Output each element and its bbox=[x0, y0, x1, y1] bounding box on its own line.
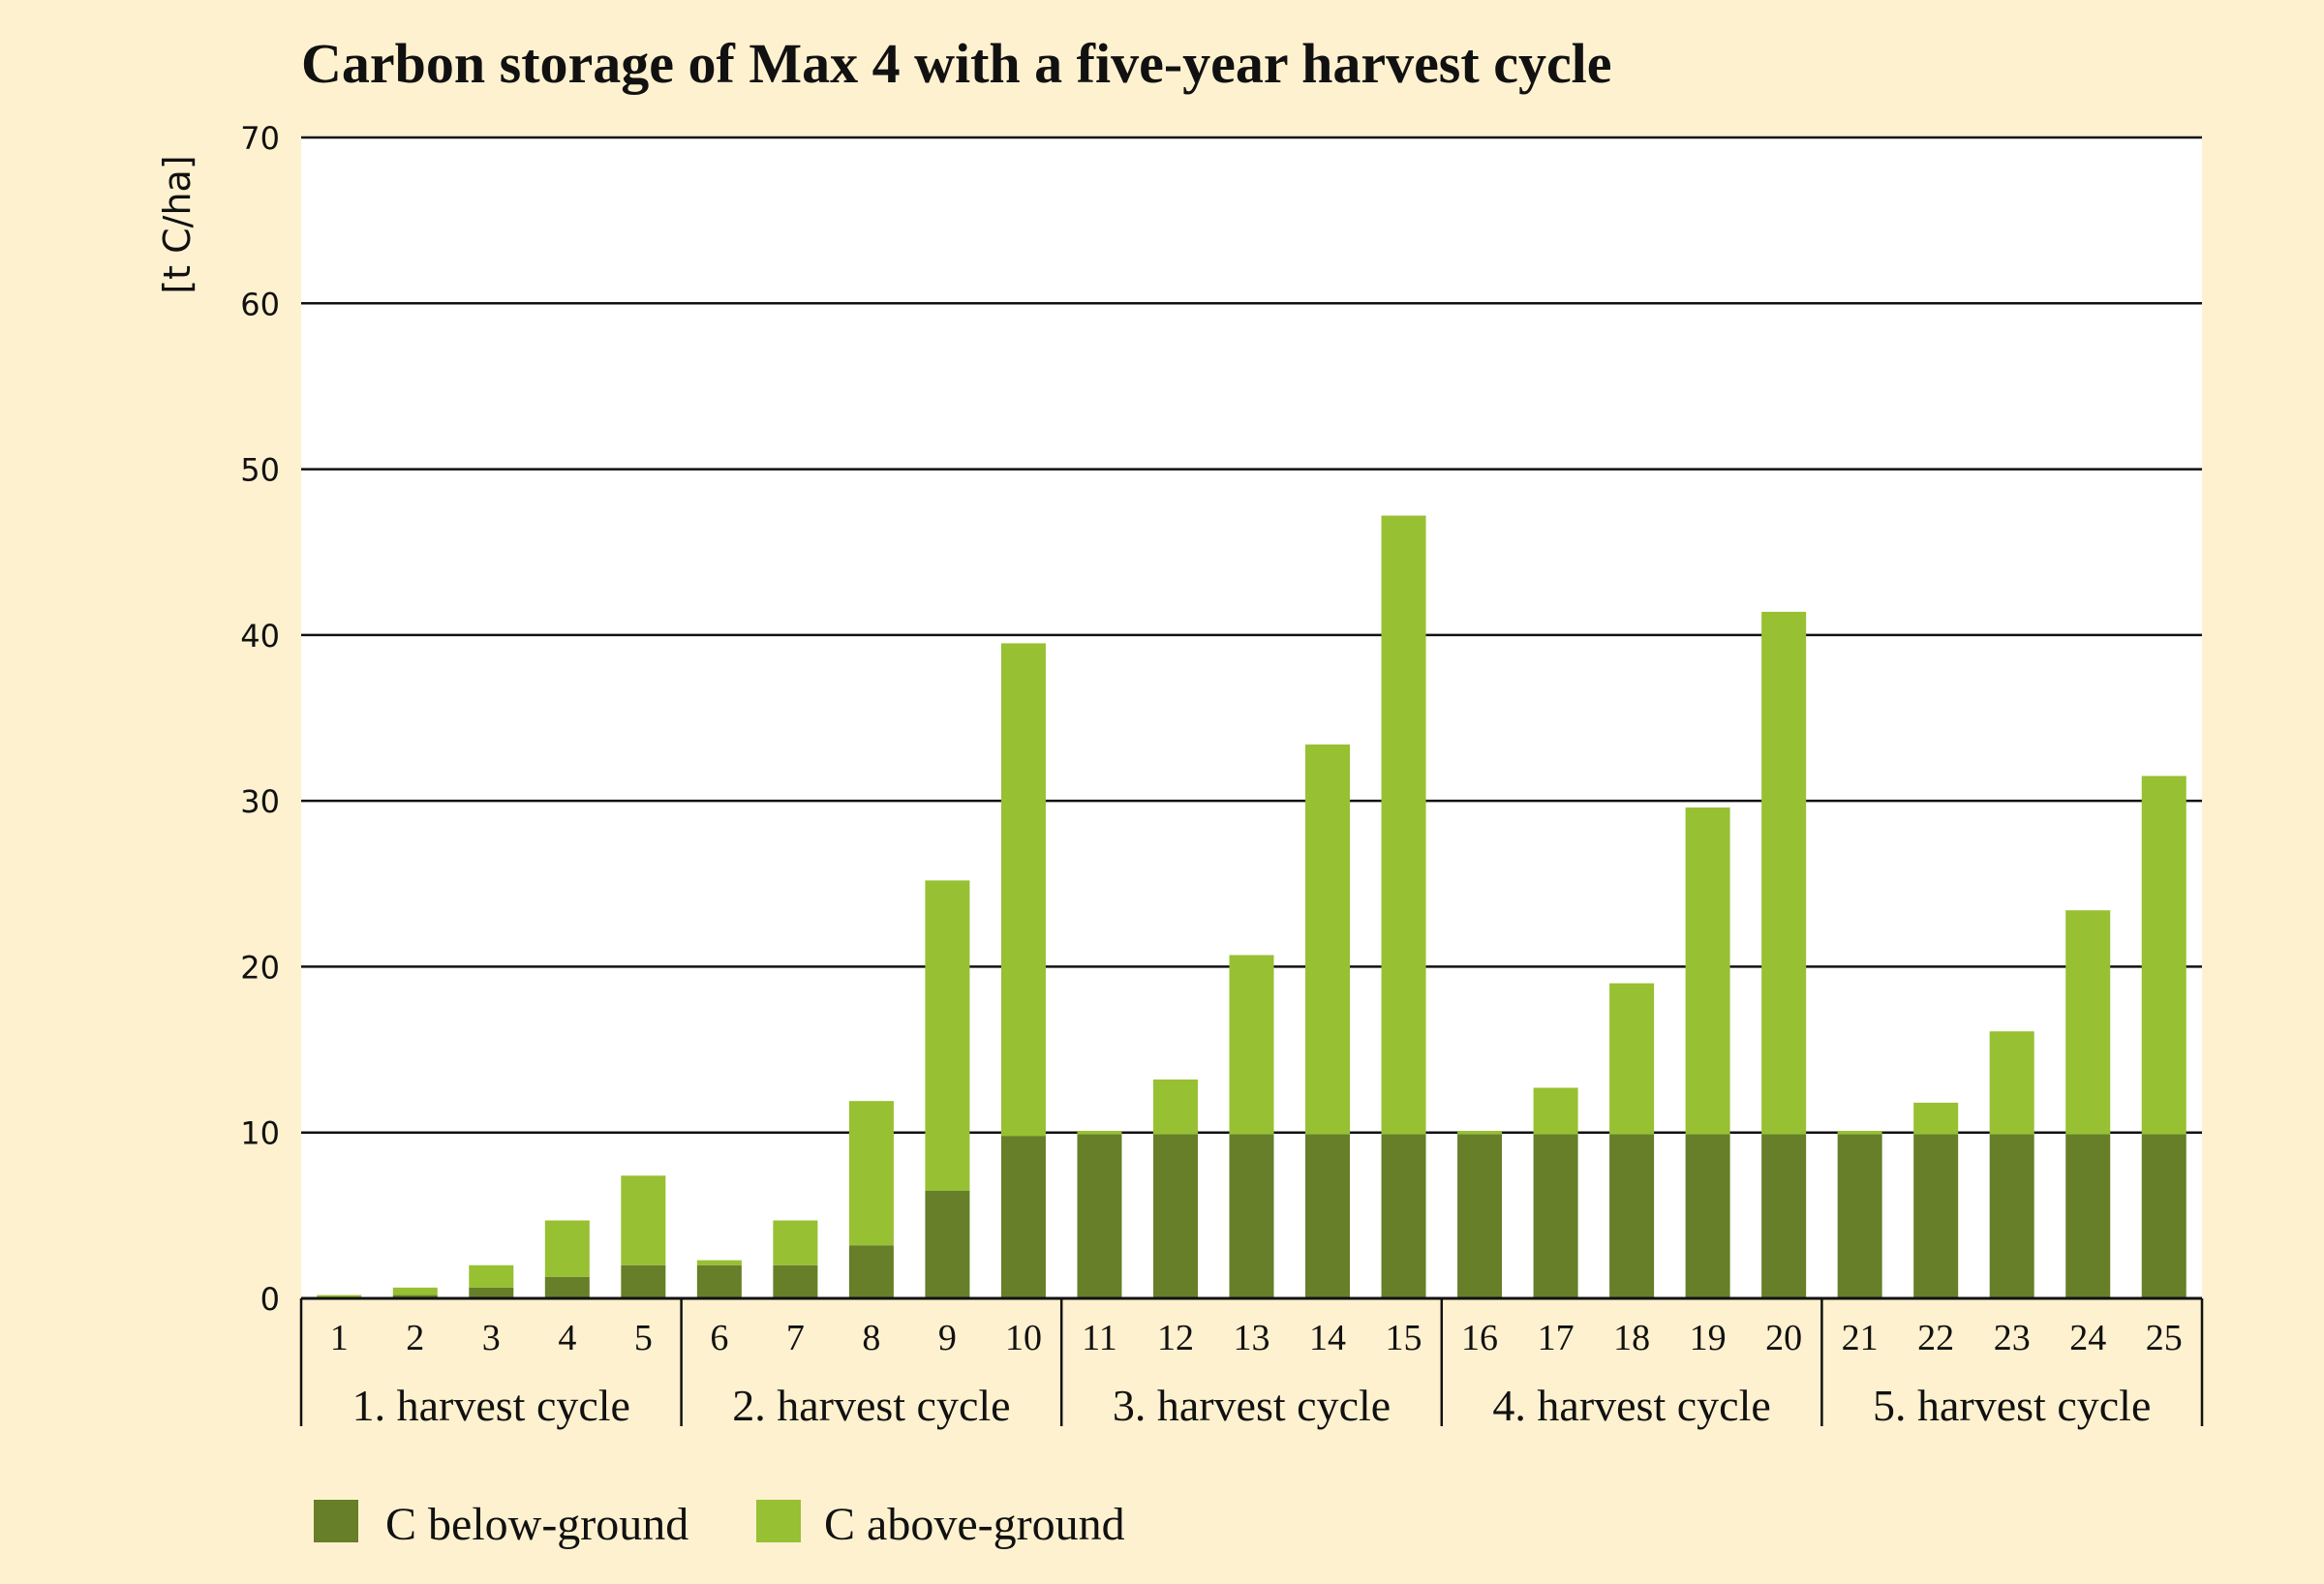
legend: C below-ground C above-ground bbox=[314, 1499, 1125, 1550]
y-tick-label: 20 bbox=[240, 949, 280, 986]
y-tick-label: 10 bbox=[240, 1115, 280, 1152]
y-tick-label: 30 bbox=[240, 783, 280, 820]
x-tick-label: 11 bbox=[1082, 1318, 1117, 1358]
bar-above-ground bbox=[621, 1175, 666, 1265]
bar-above-ground bbox=[773, 1220, 818, 1265]
x-axis: 1 2 3 4 5 6 7 8 9 10 11 12 13 14 15 16 17 18 19 20 21 22 23 24 2… bbox=[299, 1296, 2204, 1430]
bar-below-ground bbox=[392, 1295, 438, 1298]
bar-below-ground bbox=[1381, 1134, 1426, 1298]
legend-swatch-below-ground bbox=[314, 1500, 358, 1542]
harvest-cycle-label: 4. harvest cycle bbox=[1492, 1381, 1770, 1430]
bar-below-ground bbox=[1152, 1134, 1198, 1298]
x-tick-label: 24 bbox=[2069, 1318, 2106, 1358]
y-tick-label: 60 bbox=[240, 286, 280, 322]
bar-below-ground bbox=[1229, 1134, 1274, 1298]
bar-below-ground bbox=[1457, 1134, 1503, 1298]
bar-above-ground bbox=[1533, 1087, 1578, 1135]
x-tick-label: 7 bbox=[786, 1318, 805, 1358]
x-tick-label: 8 bbox=[862, 1318, 880, 1358]
x-tick-label: 23 bbox=[1994, 1318, 2031, 1358]
bar-above-ground bbox=[1229, 955, 1274, 1135]
x-tick-label: 9 bbox=[938, 1318, 957, 1358]
y-tick-label: 40 bbox=[240, 618, 280, 655]
y-tick-label: 50 bbox=[240, 452, 280, 489]
y-tick-labels: 0 10 20 30 40 50 60 70 bbox=[240, 120, 280, 1318]
y-axis-label: [t C/ha] bbox=[156, 155, 199, 293]
bar-below-ground bbox=[773, 1264, 818, 1298]
bar-above-ground bbox=[1685, 807, 1730, 1135]
bar-above-ground bbox=[925, 880, 970, 1191]
x-tick-label: 10 bbox=[1005, 1318, 1042, 1358]
bar-below-ground bbox=[1685, 1134, 1730, 1298]
bar-below-ground bbox=[1305, 1134, 1351, 1298]
bar-below-ground bbox=[696, 1264, 742, 1298]
bar-above-ground bbox=[317, 1295, 362, 1298]
bar-above-ground bbox=[696, 1260, 742, 1265]
bar-below-ground bbox=[469, 1287, 514, 1298]
bar-above-ground bbox=[544, 1220, 590, 1277]
x-tick-label: 16 bbox=[1461, 1318, 1498, 1358]
x-tick-label: 14 bbox=[1309, 1318, 1346, 1358]
x-tick-label: 5 bbox=[634, 1318, 653, 1358]
bar-above-ground bbox=[2065, 910, 2111, 1135]
x-tick-label: 25 bbox=[2146, 1318, 2183, 1358]
bar-below-ground bbox=[2141, 1134, 2186, 1298]
harvest-cycle-label: 3. harvest cycle bbox=[1113, 1381, 1391, 1430]
legend-label-below-ground: C below-ground bbox=[385, 1499, 688, 1550]
x-tick-label: 20 bbox=[1765, 1318, 1802, 1358]
bar-above-ground bbox=[1457, 1131, 1503, 1135]
bar-below-ground bbox=[1913, 1134, 1959, 1298]
x-tick-label: 4 bbox=[558, 1318, 576, 1358]
bar-below-ground bbox=[621, 1264, 666, 1298]
bar-above-ground bbox=[1837, 1131, 1882, 1135]
legend-label-above-ground: C above-ground bbox=[824, 1499, 1125, 1550]
chart-title: Carbon storage of Max 4 with a five-year… bbox=[301, 32, 1612, 95]
bar-below-ground bbox=[925, 1190, 970, 1298]
bar-above-ground bbox=[1381, 515, 1426, 1135]
x-tick-label: 6 bbox=[710, 1318, 728, 1358]
x-tick-label: 3 bbox=[482, 1318, 501, 1358]
harvest-cycle-label: 5. harvest cycle bbox=[1873, 1381, 2151, 1430]
harvest-cycle-label: 2. harvest cycle bbox=[732, 1381, 1010, 1430]
bar-below-ground bbox=[1837, 1134, 1882, 1298]
bar-below-ground bbox=[1609, 1134, 1655, 1298]
bar-above-ground bbox=[2141, 776, 2186, 1135]
bar-below-ground bbox=[1989, 1134, 2034, 1298]
y-tick-label: 0 bbox=[260, 1281, 280, 1318]
bar-above-ground bbox=[1989, 1031, 2034, 1135]
x-tick-label: 19 bbox=[1690, 1318, 1727, 1358]
x-tick-label: 18 bbox=[1613, 1318, 1650, 1358]
bar-below-ground bbox=[1533, 1134, 1578, 1298]
x-tick-label: 2 bbox=[406, 1318, 424, 1358]
bar-below-ground bbox=[1000, 1136, 1046, 1298]
bar-above-ground bbox=[1913, 1102, 1959, 1135]
bar-above-ground bbox=[1000, 643, 1046, 1137]
bar-below-ground bbox=[848, 1245, 894, 1298]
y-tick-label: 70 bbox=[240, 120, 280, 157]
x-tick-label: 17 bbox=[1538, 1318, 1575, 1358]
bar-below-ground bbox=[1077, 1134, 1122, 1298]
bar-above-ground bbox=[1152, 1079, 1198, 1135]
bar-above-ground bbox=[1077, 1131, 1122, 1135]
bar-above-ground bbox=[1609, 983, 1655, 1135]
bar-below-ground bbox=[544, 1276, 590, 1298]
x-tick-label: 1 bbox=[330, 1318, 349, 1358]
bar-above-ground bbox=[848, 1101, 894, 1246]
x-tick-label: 13 bbox=[1234, 1318, 1270, 1358]
x-tick-label: 21 bbox=[1842, 1318, 1879, 1358]
bar-above-ground bbox=[1761, 611, 1807, 1135]
x-tick-label: 22 bbox=[1917, 1318, 1954, 1358]
legend-swatch-above-ground bbox=[756, 1500, 801, 1542]
bar-above-ground bbox=[469, 1264, 514, 1288]
bar-below-ground bbox=[2065, 1134, 2111, 1298]
x-tick-label: 12 bbox=[1157, 1318, 1194, 1358]
bar-above-ground bbox=[1305, 744, 1351, 1135]
harvest-cycle-label: 1. harvest cycle bbox=[352, 1381, 630, 1430]
bars bbox=[317, 515, 2186, 1298]
x-tick-label: 15 bbox=[1386, 1318, 1422, 1358]
bar-below-ground bbox=[1761, 1134, 1807, 1298]
bar-above-ground bbox=[392, 1287, 438, 1295]
